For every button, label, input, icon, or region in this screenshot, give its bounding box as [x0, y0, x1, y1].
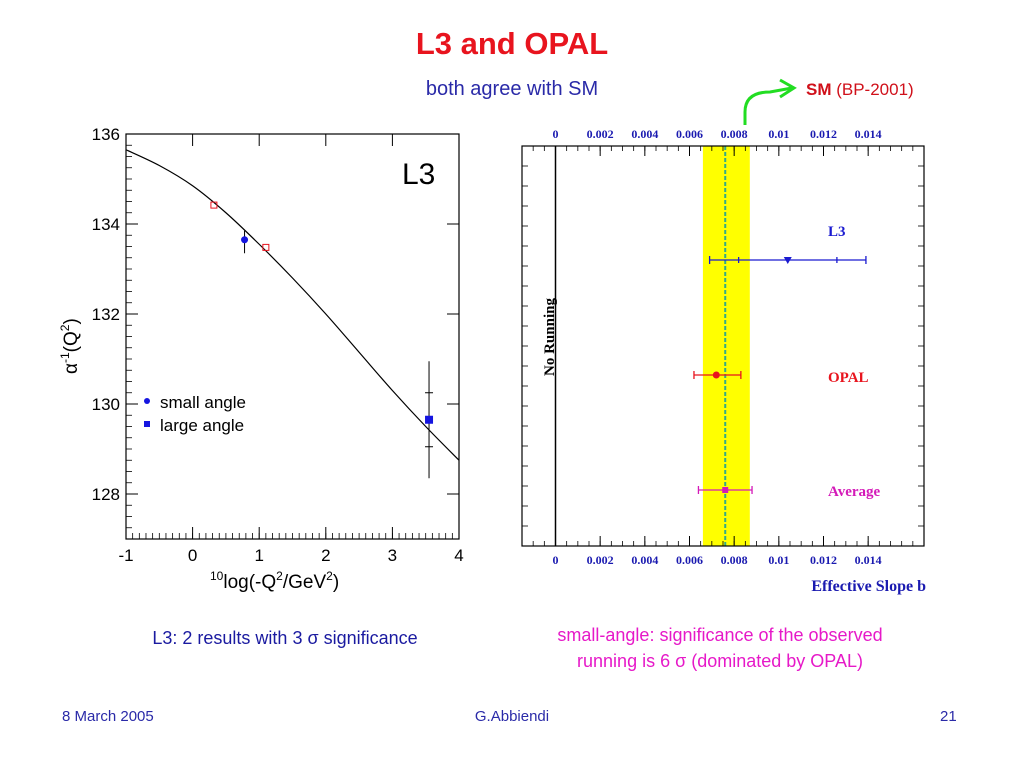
x-label-sup1: 10	[210, 569, 224, 583]
y-tick-label: 130	[92, 395, 120, 414]
caption-right-line1: small-angle: significance of the observe…	[557, 625, 883, 645]
legend-large-angle-marker	[144, 421, 150, 427]
x-label-sup3: 2	[326, 569, 333, 583]
top-tick-label: 0.01	[768, 127, 789, 141]
right-x-axis-label: Effective Slope b	[811, 578, 926, 595]
x-tick-label: 2	[321, 546, 330, 565]
legend-small-angle-marker	[144, 398, 150, 404]
caption-right-post: (dominated by OPAL)	[686, 651, 863, 671]
x-axis-label: 10log(-Q2/GeV2)	[210, 569, 339, 593]
x-label-close: )	[333, 572, 339, 593]
caption-left: L3: 2 results with 3 σ significance	[60, 628, 510, 649]
sm-label-rest: (BP-2001)	[831, 80, 914, 99]
x-label-sup2: 2	[276, 569, 283, 583]
y-label-sup: -1	[58, 352, 72, 363]
legend-small-angle-label: small angle	[160, 393, 246, 412]
legend-large-angle-label: large angle	[160, 416, 244, 435]
sm-prediction-curve	[125, 149, 460, 461]
x-label-mid: log(-Q	[223, 572, 276, 593]
legend: small angle large angle	[144, 393, 246, 435]
caption-right-line2: running is 6 σ (dominated by OPAL)	[480, 648, 960, 674]
measurement-l3-label: L3	[828, 224, 846, 240]
top-tick-label: 0.008	[721, 127, 748, 141]
sigma-symbol: σ	[675, 651, 687, 671]
y-tick-label: 134	[92, 215, 120, 234]
y-tick-label: 136	[92, 125, 120, 144]
y-tick-label: 128	[92, 485, 120, 504]
top-tick-label: 0.004	[631, 127, 658, 141]
top-tick-label: 0.006	[676, 127, 703, 141]
footer-page-number: 21	[940, 708, 957, 725]
bottom-tick-label: 0.014	[855, 553, 882, 567]
x-tick-label: -1	[118, 546, 133, 565]
bottom-tick-label: 0.01	[768, 553, 789, 567]
bottom-tick-label: 0.012	[810, 553, 837, 567]
top-tick-label: 0.012	[810, 127, 837, 141]
caption-right-pre: running is 6	[577, 651, 676, 671]
x-tick-label: 1	[254, 546, 263, 565]
sm-label-bold: SM	[806, 80, 832, 99]
top-tick-label: 0	[553, 127, 559, 141]
chart-l3-title: L3	[402, 158, 435, 191]
caption-left-post: significance	[318, 628, 418, 648]
bottom-tick-label: 0	[553, 553, 559, 567]
measurement-l3-marker	[783, 257, 792, 264]
measurement-average-marker	[722, 487, 729, 493]
x-label-end: /GeV	[283, 572, 327, 593]
y-axis-label: α-1(Q2)	[58, 318, 82, 374]
caption-left-pre: L3: 2 results with 3	[152, 628, 308, 648]
measurement-opal-marker	[712, 371, 720, 379]
x-tick-label: 3	[388, 546, 397, 565]
caption-right: small-angle: significance of the observe…	[480, 622, 960, 674]
data-point-small-angle	[241, 236, 249, 244]
slide-title: L3 and OPAL	[415, 26, 609, 61]
no-running-label: No Running	[542, 298, 558, 376]
sm-label: SM (BP-2001)	[806, 80, 914, 100]
reference-point	[262, 243, 270, 251]
top-tick-label: 0.014	[855, 127, 882, 141]
bottom-tick-label: 0.004	[631, 553, 658, 567]
reference-point	[210, 201, 218, 209]
effective-slope-chart: 0 0.002 0.004 0.006 0.008 0.01 0.012 0.014 0 0.0…	[521, 127, 926, 595]
y-label-main: α	[61, 363, 82, 374]
measurement-average-label: Average	[828, 484, 881, 500]
slide-subtitle: both agree with SM	[425, 78, 599, 100]
y-tick-label: 132	[92, 305, 120, 324]
x-tick-label: 0	[188, 546, 197, 565]
data-point-large-angle	[425, 415, 434, 424]
y-label-rest: (Q	[61, 331, 82, 352]
sigma-symbol: σ	[307, 628, 319, 648]
measurement-opal-label: OPAL	[828, 370, 869, 386]
y-label-close: )	[61, 318, 82, 324]
sm-uncertainty-band	[702, 146, 750, 546]
left-frame	[125, 133, 460, 540]
top-tick-label: 0.002	[587, 127, 614, 141]
bottom-tick-label: 0.008	[721, 553, 748, 567]
x-tick-label: 4	[454, 546, 463, 565]
bottom-tick-label: 0.002	[587, 553, 614, 567]
footer-author: G.Abbiendi	[474, 708, 550, 725]
footer-date: 8 March 2005	[62, 708, 154, 725]
bottom-tick-label: 0.006	[676, 553, 703, 567]
y-label-sup2: 2	[58, 324, 72, 331]
